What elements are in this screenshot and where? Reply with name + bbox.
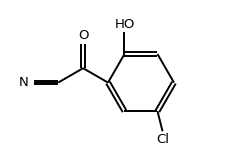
Text: N: N [19, 76, 29, 89]
Text: Cl: Cl [156, 133, 169, 146]
Text: HO: HO [114, 18, 135, 31]
Text: O: O [78, 29, 88, 42]
